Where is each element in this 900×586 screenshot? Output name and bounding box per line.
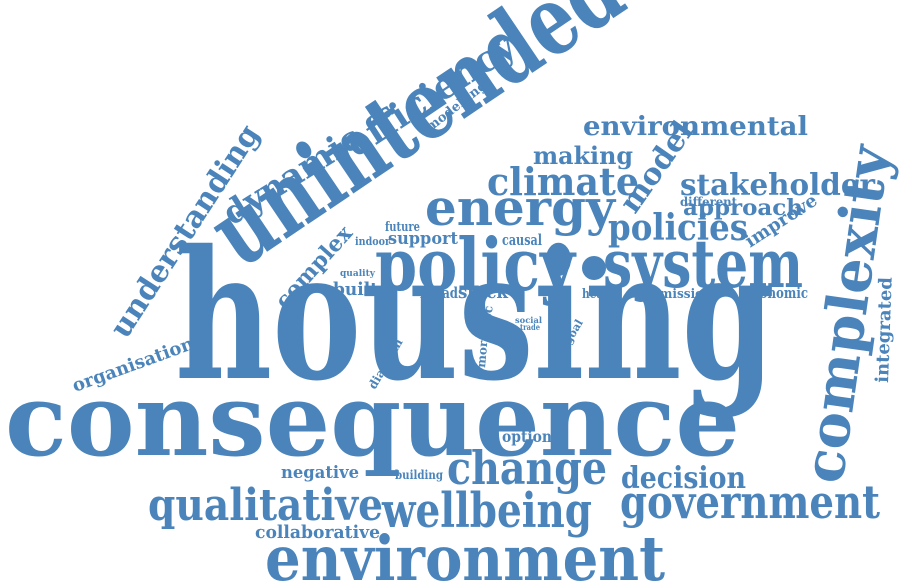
word-negative: negative [281,463,359,483]
word-housing: housing [175,211,775,420]
word-system: system [603,225,803,303]
word-method: method [602,308,620,361]
word-future: future [385,220,420,235]
word-economic: economic [745,284,808,302]
word-proc: proc [479,305,496,336]
dot-mark [582,256,606,280]
word-stakeholder: stakeholder [680,168,876,203]
word-broad: broad [420,284,458,302]
word-climate: climate [487,159,639,204]
word-more: more [474,332,491,368]
word-indoor: indoor [355,235,390,248]
word-decision: decision [621,461,746,496]
word-emission: emission [652,287,713,302]
word-social: social [515,315,542,325]
word-support: support [388,229,458,249]
word-qualitative: qualitative [148,480,383,531]
word-approach: approach [683,195,803,221]
word-option: option [502,427,552,446]
word-change: change [447,441,607,495]
word-government: government [620,475,881,529]
word-policies: policies [608,207,748,249]
word-trade: trade [520,322,540,332]
word-making: making [533,141,633,170]
word-energy: energy [425,178,617,237]
word-consequence: consequence [5,361,740,479]
word-built: built [333,279,379,300]
word-building: building [395,468,444,482]
word-quality: quality [340,269,376,279]
word-environment: environment [265,522,665,586]
word-integrated: integrated [872,276,897,383]
word-collaborative: collaborative [255,522,380,543]
word-different: different [680,195,737,209]
word-stock: stock [458,282,508,303]
word-health: health [582,287,620,302]
word-causal: causal [502,231,542,249]
word-policy: policy [375,222,577,307]
word-wellbeing: wellbeing [381,483,592,539]
word-environmental: environmental [583,112,808,142]
